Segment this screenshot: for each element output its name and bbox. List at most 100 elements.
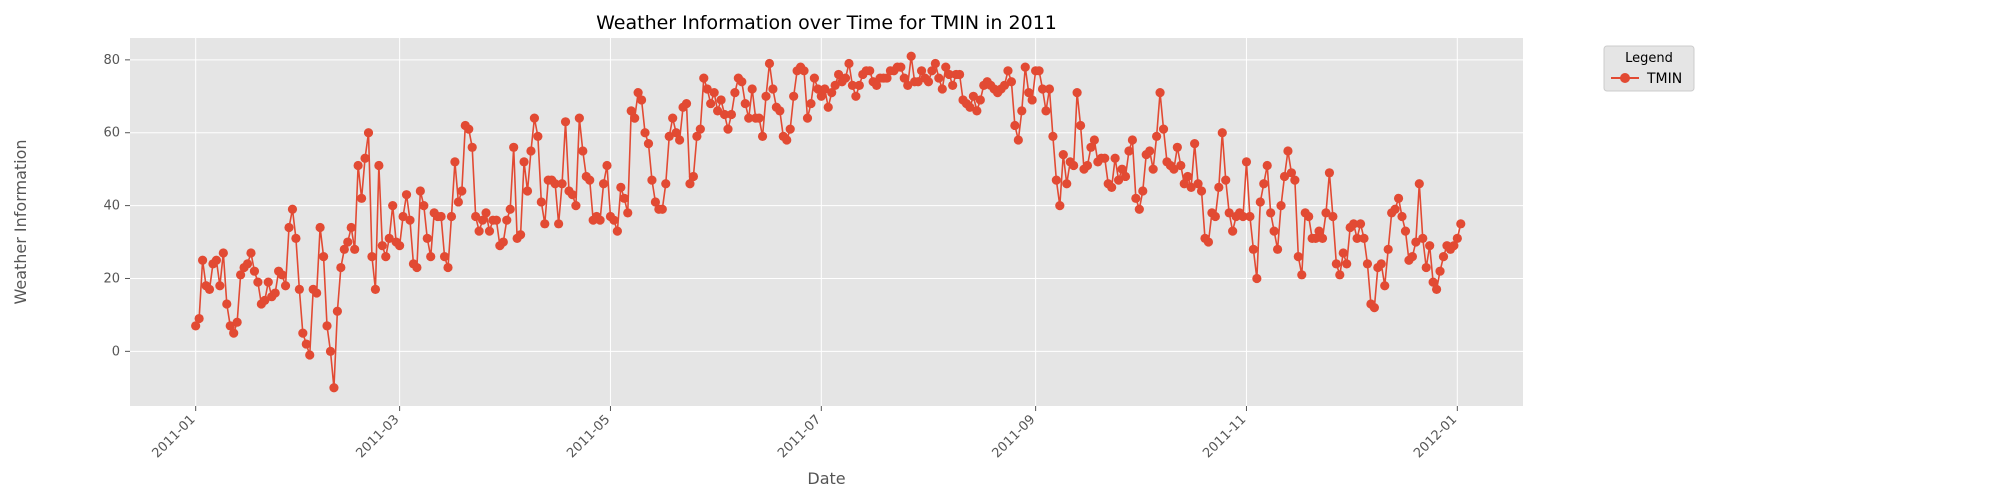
data-point — [1228, 226, 1238, 236]
data-point — [554, 219, 564, 229]
data-point — [481, 208, 491, 218]
data-point — [260, 295, 270, 305]
data-point — [318, 252, 329, 262]
data-point — [937, 84, 947, 94]
data-point — [471, 211, 481, 222]
data-point — [1127, 135, 1138, 145]
data-point — [339, 244, 349, 254]
data-point — [730, 88, 740, 98]
data-point — [526, 146, 536, 156]
data-point — [222, 299, 232, 309]
data-point — [467, 142, 477, 152]
data-point — [1210, 211, 1220, 222]
data-point — [422, 233, 432, 243]
data-point — [1269, 226, 1279, 236]
x-tick-label: 2011-05 — [564, 412, 613, 461]
data-point — [1400, 226, 1411, 236]
data-point — [1107, 182, 1117, 192]
data-point — [802, 113, 813, 123]
data-point — [1131, 193, 1141, 203]
data-point — [571, 201, 581, 211]
data-point — [457, 186, 467, 196]
y-tick-label: 20 — [103, 271, 120, 286]
data-point — [443, 262, 453, 273]
data-point — [1262, 160, 1272, 171]
data-point — [329, 383, 339, 393]
data-point — [232, 317, 242, 327]
data-point — [1055, 201, 1065, 211]
data-point — [1411, 237, 1421, 247]
data-point — [1314, 226, 1324, 236]
data-point — [498, 237, 508, 247]
data-point — [388, 201, 398, 211]
data-point — [370, 284, 381, 295]
data-point — [744, 113, 754, 123]
data-point — [1224, 208, 1234, 218]
data-point — [1238, 211, 1248, 222]
data-point — [1414, 179, 1424, 189]
data-point — [844, 58, 854, 69]
data-point — [204, 284, 215, 295]
data-point — [1058, 149, 1068, 160]
data-point — [1221, 175, 1231, 185]
data-point — [325, 346, 336, 356]
data-point — [913, 77, 923, 87]
data-point — [1037, 84, 1048, 94]
data-point — [1134, 204, 1144, 214]
data-point — [657, 204, 667, 214]
data-point — [1286, 168, 1297, 178]
data-point — [664, 131, 674, 141]
data-point — [761, 91, 771, 101]
data-point — [1390, 204, 1400, 214]
data-point — [972, 106, 982, 116]
data-point — [1369, 303, 1379, 313]
data-point — [640, 128, 650, 138]
data-point — [1176, 160, 1186, 171]
data-point — [477, 215, 488, 225]
data-point — [1010, 120, 1020, 131]
data-point — [550, 179, 560, 189]
data-point — [436, 211, 446, 222]
data-point — [305, 350, 315, 360]
y-tick-label: 40 — [103, 199, 120, 214]
data-point — [474, 226, 484, 236]
legend: Legend TMIN — [1603, 45, 1695, 92]
data-point — [1393, 193, 1404, 203]
data-point — [692, 131, 702, 141]
data-point — [585, 175, 595, 185]
data-point — [1359, 233, 1369, 243]
data-point — [695, 124, 705, 134]
data-point — [505, 204, 515, 214]
data-point — [685, 179, 695, 189]
data-point — [671, 128, 681, 138]
data-point — [450, 157, 460, 167]
data-point — [1283, 146, 1293, 156]
x-tick-label: 2011-11 — [1200, 412, 1249, 461]
data-point — [816, 91, 826, 101]
data-point — [464, 124, 474, 134]
data-point — [381, 252, 391, 262]
data-point — [277, 270, 287, 280]
data-point — [1186, 182, 1196, 192]
data-point — [263, 277, 273, 287]
data-point — [809, 73, 820, 83]
data-point — [215, 281, 225, 291]
data-point — [284, 222, 294, 233]
data-point — [782, 135, 792, 145]
data-point — [1383, 244, 1393, 254]
data-point — [1317, 233, 1328, 243]
data-point — [954, 69, 965, 80]
data-point — [536, 197, 546, 207]
data-point — [1148, 164, 1158, 174]
data-point — [343, 237, 353, 247]
data-point — [948, 80, 958, 90]
data-point — [315, 222, 325, 233]
data-point — [699, 73, 709, 83]
data-point — [619, 193, 629, 203]
data-point — [1279, 171, 1290, 182]
data-point — [211, 255, 222, 265]
data-point — [405, 215, 415, 225]
data-point — [675, 135, 685, 145]
data-point — [872, 80, 882, 90]
data-point — [865, 66, 875, 76]
